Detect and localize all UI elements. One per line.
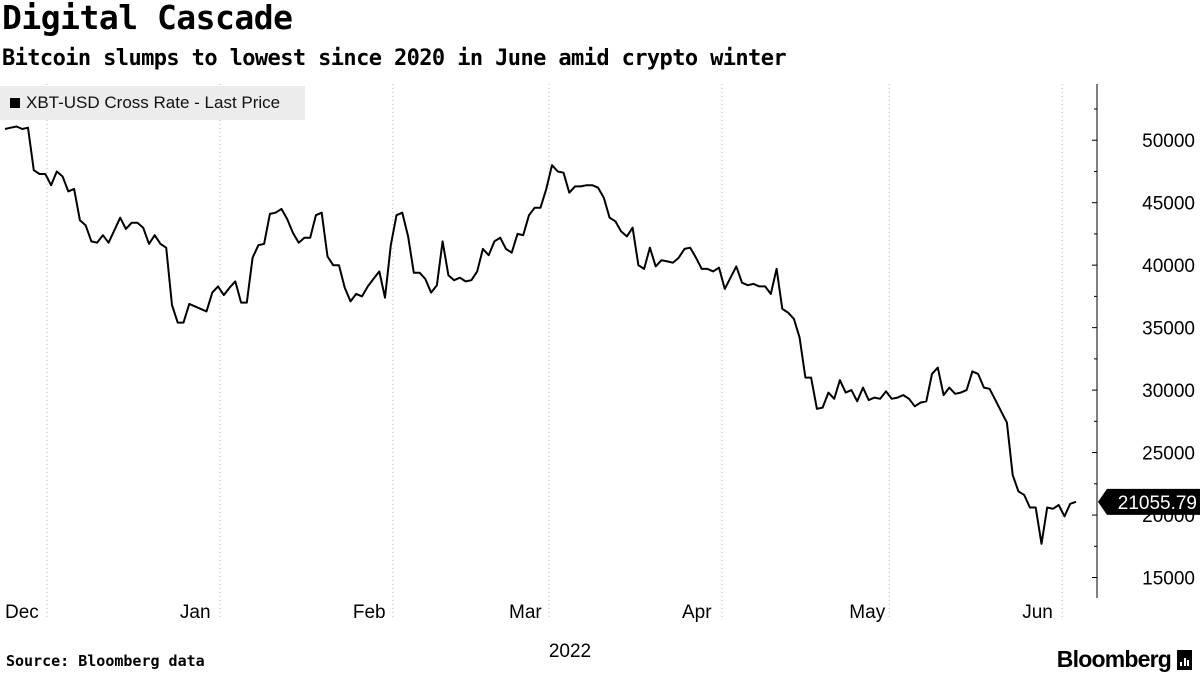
y-tick-label: 35000: [1142, 319, 1195, 340]
brand-logo: Bloomberg: [1057, 646, 1192, 673]
x-year-label: 2022: [549, 641, 591, 662]
bloomberg-terminal-icon: [1177, 649, 1192, 670]
series-line: [4, 125, 1077, 545]
y-tick-label: 50000: [1142, 131, 1195, 152]
last-value-label: 21055.79: [1118, 493, 1197, 514]
grid: [46, 84, 1063, 620]
source-note: Source: Bloomberg data: [6, 652, 205, 670]
legend: XBT-USD Cross Rate - Last Price: [0, 86, 305, 120]
x-tick-label: Mar: [509, 602, 542, 623]
last-value-tag: [1098, 488, 1200, 515]
chart-title: Digital Cascade: [2, 0, 293, 37]
x-tick-label: Dec: [5, 602, 39, 623]
x-tick-label: Feb: [353, 602, 386, 623]
series-line-layer: [4, 125, 1077, 545]
chart-subtitle: Bitcoin slumps to lowest since 2020 in J…: [2, 46, 787, 71]
y-tick-label: 15000: [1142, 569, 1195, 590]
brand-name: Bloomberg: [1056, 646, 1172, 672]
last-value-marker: 21055.79: [1098, 488, 1200, 515]
x-axis: Dec Jan Feb Mar Apr May Jun 2022: [5, 602, 1053, 662]
x-tick-label: Jan: [180, 602, 211, 623]
y-tick-label: 30000: [1142, 381, 1195, 402]
x-tick-label: Jun: [1022, 602, 1053, 623]
x-tick-label: Apr: [682, 602, 712, 623]
y-tick-label: 45000: [1142, 194, 1195, 215]
y-tick-label: 25000: [1142, 444, 1195, 465]
legend-entry: XBT-USD Cross Rate - Last Price: [26, 93, 281, 112]
legend-swatch: [10, 98, 20, 108]
x-tick-label: May: [849, 602, 885, 623]
y-tick-label: 40000: [1142, 256, 1195, 277]
